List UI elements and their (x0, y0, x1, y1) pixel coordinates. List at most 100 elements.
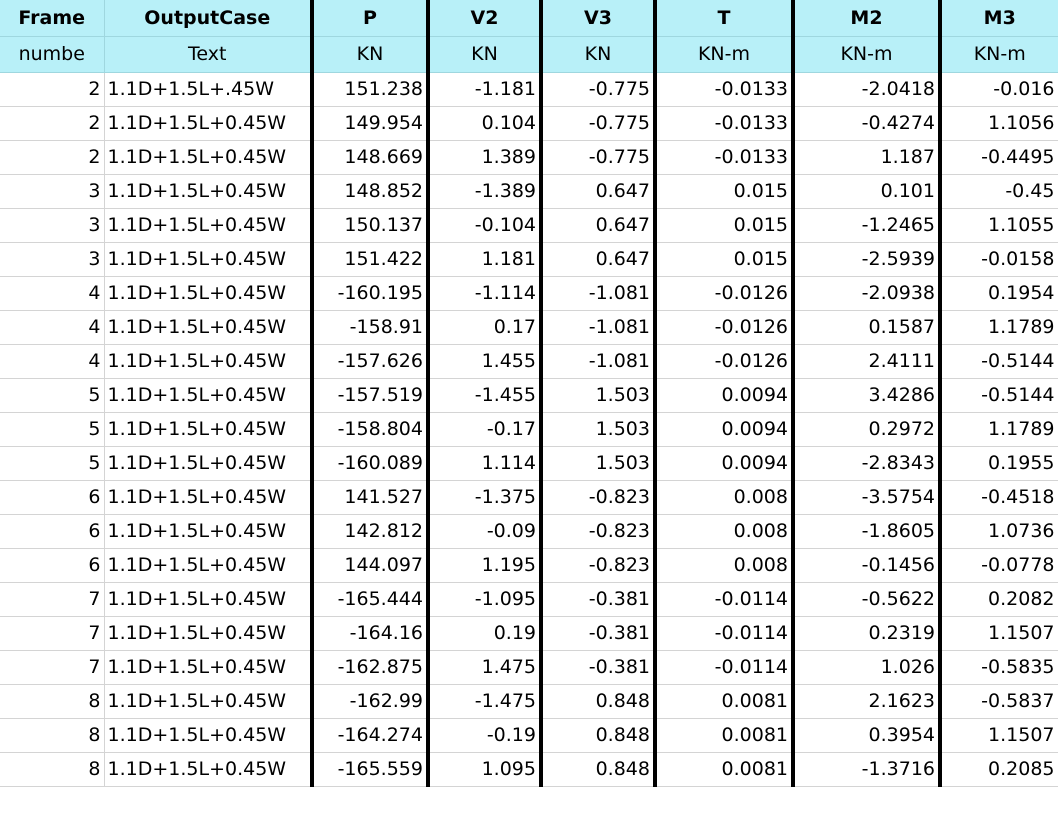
cell-m3[interactable]: -0.5837 (940, 684, 1058, 719)
cell-v2[interactable]: 1.114 (428, 446, 543, 481)
cell-p[interactable]: -160.089 (312, 446, 430, 481)
cell-v2[interactable]: -1.375 (428, 480, 543, 515)
cell-v3[interactable]: -1.081 (541, 344, 657, 379)
cell-frame[interactable]: 5 (0, 412, 105, 447)
cell-v2[interactable]: 0.17 (428, 310, 543, 345)
cell-p[interactable]: -157.626 (312, 344, 430, 379)
cell-outputcase[interactable]: 1.1D+1.5L+0.45W (104, 310, 314, 345)
cell-outputcase[interactable]: 1.1D+1.5L+0.45W (104, 174, 314, 209)
cell-frame[interactable]: 2 (0, 140, 105, 175)
cell-v2[interactable]: 0.104 (428, 106, 543, 141)
cell-m3[interactable]: 1.1789 (940, 412, 1058, 447)
cell-t[interactable]: -0.0133 (655, 72, 795, 107)
cell-m2[interactable]: -1.8605 (793, 514, 942, 549)
cell-m2[interactable]: 2.1623 (793, 684, 942, 719)
cell-v2[interactable]: -0.19 (428, 718, 543, 753)
cell-frame[interactable]: 8 (0, 752, 105, 787)
cell-m3[interactable]: -0.5835 (940, 650, 1058, 685)
cell-m3[interactable]: 1.1507 (940, 616, 1058, 651)
cell-p[interactable]: 151.422 (312, 242, 430, 277)
cell-t[interactable]: 0.015 (655, 242, 795, 277)
header-t[interactable]: T (655, 0, 795, 37)
cell-outputcase[interactable]: 1.1D+1.5L+0.45W (104, 140, 314, 175)
cell-outputcase[interactable]: 1.1D+1.5L+0.45W (104, 344, 314, 379)
cell-frame[interactable]: 2 (0, 106, 105, 141)
cell-outputcase[interactable]: 1.1D+1.5L+0.45W (104, 106, 314, 141)
cell-p[interactable]: -158.91 (312, 310, 430, 345)
cell-v3[interactable]: -0.381 (541, 616, 657, 651)
cell-m2[interactable]: -2.5939 (793, 242, 942, 277)
cell-m3[interactable]: -0.016 (940, 72, 1058, 107)
cell-v3[interactable]: 0.647 (541, 242, 657, 277)
cell-m2[interactable]: -0.1456 (793, 548, 942, 583)
cell-v3[interactable]: 1.503 (541, 446, 657, 481)
cell-m3[interactable]: -0.45 (940, 174, 1058, 209)
cell-m3[interactable]: 1.1789 (940, 310, 1058, 345)
cell-t[interactable]: 0.0081 (655, 752, 795, 787)
cell-m3[interactable]: 0.1955 (940, 446, 1058, 481)
cell-v2[interactable]: 1.181 (428, 242, 543, 277)
cell-v2[interactable]: -1.455 (428, 378, 543, 413)
cell-t[interactable]: -0.0114 (655, 616, 795, 651)
cell-v2[interactable]: -0.17 (428, 412, 543, 447)
cell-v3[interactable]: -0.823 (541, 480, 657, 515)
cell-m2[interactable]: 1.187 (793, 140, 942, 175)
cell-v3[interactable]: 0.647 (541, 174, 657, 209)
cell-v2[interactable]: 1.475 (428, 650, 543, 685)
unit-t[interactable]: KN-m (655, 36, 795, 73)
cell-m2[interactable]: -3.5754 (793, 480, 942, 515)
cell-t[interactable]: 0.008 (655, 548, 795, 583)
unit-p[interactable]: KN (312, 36, 430, 73)
cell-m2[interactable]: 3.4286 (793, 378, 942, 413)
cell-outputcase[interactable]: 1.1D+1.5L+0.45W (104, 718, 314, 753)
cell-m2[interactable]: 0.101 (793, 174, 942, 209)
cell-m3[interactable]: 0.2082 (940, 582, 1058, 617)
cell-outputcase[interactable]: 1.1D+1.5L+0.45W (104, 616, 314, 651)
cell-v3[interactable]: -0.823 (541, 548, 657, 583)
cell-t[interactable]: -0.0114 (655, 582, 795, 617)
cell-t[interactable]: 0.015 (655, 174, 795, 209)
cell-p[interactable]: 149.954 (312, 106, 430, 141)
cell-outputcase[interactable]: 1.1D+1.5L+0.45W (104, 548, 314, 583)
cell-outputcase[interactable]: 1.1D+1.5L+0.45W (104, 650, 314, 685)
cell-p[interactable]: -162.875 (312, 650, 430, 685)
cell-p[interactable]: 148.669 (312, 140, 430, 175)
cell-t[interactable]: 0.008 (655, 514, 795, 549)
cell-t[interactable]: 0.0081 (655, 684, 795, 719)
cell-v2[interactable]: -0.104 (428, 208, 543, 243)
cell-frame[interactable]: 7 (0, 582, 105, 617)
cell-frame[interactable]: 3 (0, 242, 105, 277)
cell-t[interactable]: -0.0133 (655, 106, 795, 141)
cell-t[interactable]: -0.0133 (655, 140, 795, 175)
cell-frame[interactable]: 5 (0, 446, 105, 481)
cell-m2[interactable]: 0.3954 (793, 718, 942, 753)
cell-v3[interactable]: -0.381 (541, 582, 657, 617)
cell-m2[interactable]: 2.4111 (793, 344, 942, 379)
cell-m3[interactable]: -0.5144 (940, 378, 1058, 413)
cell-m3[interactable]: -0.0778 (940, 548, 1058, 583)
cell-v3[interactable]: -0.775 (541, 72, 657, 107)
cell-p[interactable]: -164.16 (312, 616, 430, 651)
cell-t[interactable]: -0.0114 (655, 650, 795, 685)
cell-outputcase[interactable]: 1.1D+1.5L+0.45W (104, 514, 314, 549)
cell-frame[interactable]: 4 (0, 310, 105, 345)
cell-frame[interactable]: 6 (0, 548, 105, 583)
cell-t[interactable]: 0.015 (655, 208, 795, 243)
cell-p[interactable]: 148.852 (312, 174, 430, 209)
unit-m3[interactable]: KN-m (940, 36, 1058, 73)
cell-v2[interactable]: 1.389 (428, 140, 543, 175)
cell-v3[interactable]: 1.503 (541, 378, 657, 413)
cell-t[interactable]: 0.008 (655, 480, 795, 515)
cell-m2[interactable]: -2.0938 (793, 276, 942, 311)
cell-m3[interactable]: 1.1507 (940, 718, 1058, 753)
unit-m2[interactable]: KN-m (793, 36, 942, 73)
cell-outputcase[interactable]: 1.1D+1.5L+0.45W (104, 684, 314, 719)
cell-p[interactable]: -164.274 (312, 718, 430, 753)
cell-v3[interactable]: -0.381 (541, 650, 657, 685)
cell-v2[interactable]: -1.389 (428, 174, 543, 209)
cell-m2[interactable]: -1.2465 (793, 208, 942, 243)
cell-outputcase[interactable]: 1.1D+1.5L+0.45W (104, 242, 314, 277)
cell-m2[interactable]: -2.8343 (793, 446, 942, 481)
cell-frame[interactable]: 7 (0, 616, 105, 651)
unit-v3[interactable]: KN (541, 36, 657, 73)
